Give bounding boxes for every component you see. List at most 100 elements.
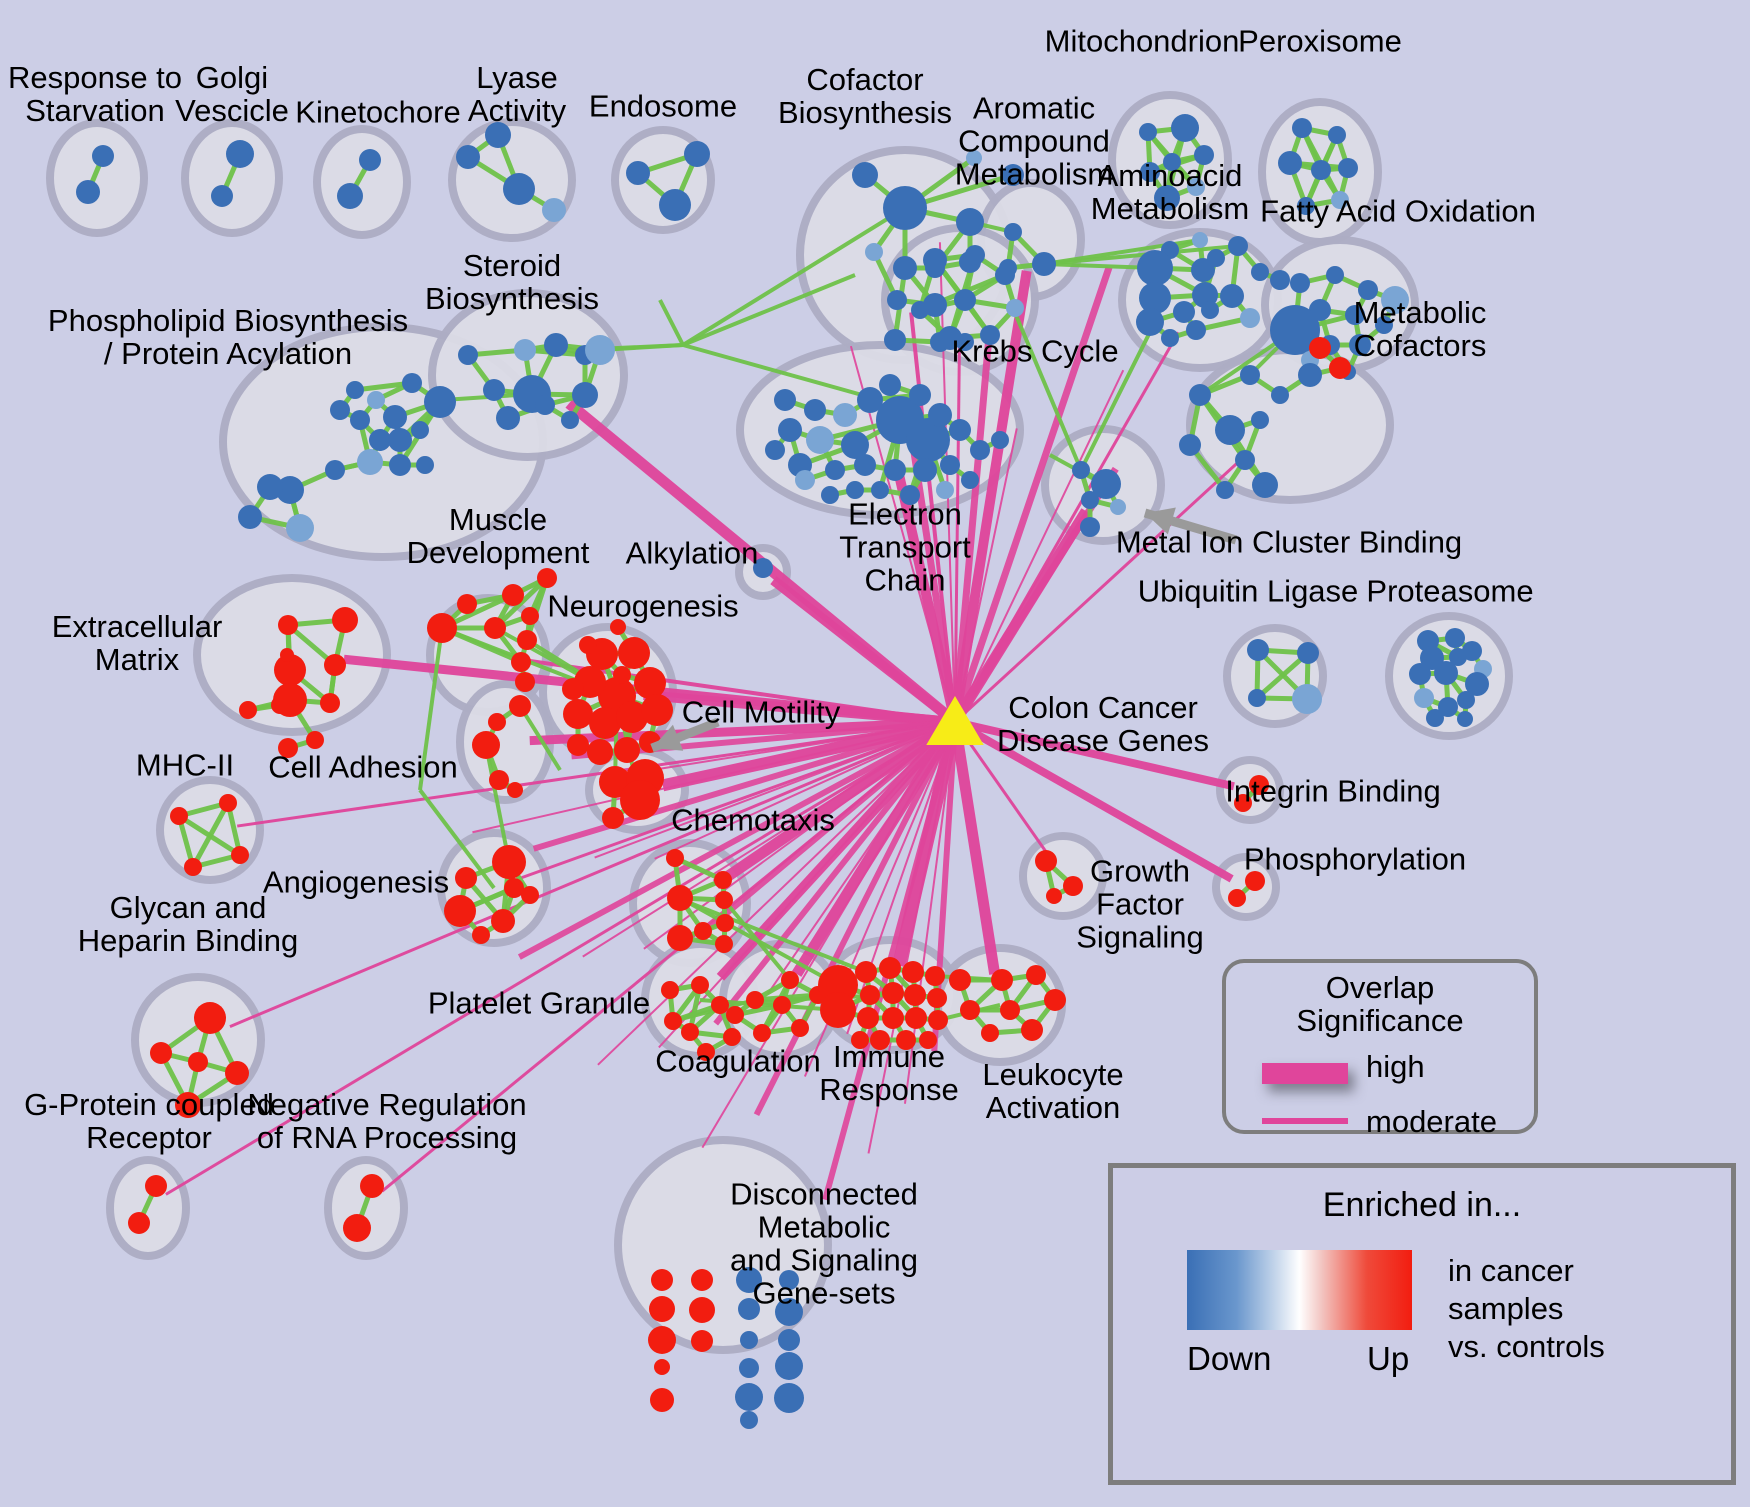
gene-set-node	[388, 428, 412, 452]
gene-set-node	[457, 594, 477, 614]
gene-set-node	[991, 431, 1009, 449]
gene-set-node	[905, 1007, 927, 1029]
gene-set-node	[913, 458, 937, 482]
gene-set-node	[940, 455, 960, 475]
gene-set-node	[521, 607, 539, 625]
gene-set-node	[1249, 775, 1269, 795]
gene-set-node	[1139, 123, 1157, 141]
gene-set-node	[779, 1270, 799, 1290]
gene-set-node	[659, 189, 691, 221]
gene-set-node	[1228, 889, 1246, 907]
gene-set-node	[484, 617, 506, 639]
nodes-glycan-heparin-binding	[150, 1002, 249, 1118]
gene-set-node	[1080, 517, 1100, 537]
nodes-kinetochore	[337, 149, 381, 209]
gene-set-node	[1137, 250, 1173, 286]
gene-set-node	[1173, 301, 1195, 323]
gene-set-node	[1252, 472, 1278, 498]
gene-set-node	[492, 845, 526, 879]
nodes-cell-adhesion	[472, 695, 531, 798]
gene-set-node	[563, 699, 593, 729]
gene-set-node	[1297, 197, 1315, 215]
gene-set-node	[1179, 434, 1201, 456]
gene-set-node	[1006, 299, 1024, 317]
legend-label-moderate: moderate	[1366, 1104, 1497, 1139]
gene-set-node	[667, 885, 693, 911]
gene-set-node	[359, 149, 381, 171]
gene-set-node	[715, 891, 733, 909]
gene-set-node	[1063, 876, 1083, 896]
gene-set-node	[567, 734, 589, 756]
gene-set-node	[225, 1061, 249, 1085]
gene-set-node	[1110, 499, 1126, 515]
gene-set-node	[1298, 363, 1322, 387]
gene-set-node	[735, 1383, 763, 1411]
gene-set-node	[927, 988, 947, 1008]
gene-set-node	[1270, 305, 1320, 355]
nodes-neurogenesis	[562, 619, 673, 765]
gene-set-node	[949, 969, 971, 991]
gene-set-node	[726, 1006, 744, 1024]
gene-set-node	[280, 648, 294, 662]
hub-node-triangle[interactable]	[926, 696, 984, 745]
gene-set-node	[521, 886, 539, 904]
gene-set-node	[502, 584, 524, 606]
gene-set-node	[649, 1296, 675, 1322]
gene-set-node	[1021, 1019, 1043, 1041]
gene-set-node	[906, 418, 950, 462]
gene-set-node	[691, 1330, 713, 1352]
gene-set-node	[489, 770, 509, 790]
gene-set-node	[1462, 641, 1482, 661]
gene-set-node	[852, 162, 878, 188]
gene-set-node	[954, 289, 976, 311]
gene-set-node	[666, 849, 684, 867]
gene-set-node	[1139, 282, 1171, 314]
cluster-kinetochore	[313, 125, 411, 239]
gene-set-node	[966, 150, 982, 166]
gene-set-node	[1194, 145, 1214, 165]
legend-overlap-significance: Overlap Significance high moderate	[1222, 959, 1538, 1139]
cluster-disconnected-gene-sets	[614, 1136, 832, 1354]
gene-set-node	[1297, 642, 1319, 664]
gene-set-node	[360, 1174, 384, 1198]
gene-set-node	[537, 568, 557, 588]
legend-overlap-title: Overlap Significance	[1296, 970, 1464, 1039]
gene-set-node	[1215, 415, 1245, 445]
gene-set-node	[1449, 648, 1467, 666]
gene-set-node	[825, 460, 845, 480]
gene-set-node	[357, 449, 383, 475]
gene-set-node	[618, 637, 650, 669]
gene-set-node	[383, 405, 407, 429]
gene-set-node	[981, 1024, 999, 1042]
gene-set-node	[900, 485, 920, 505]
cluster-glycan-heparin-binding	[131, 973, 265, 1107]
gene-set-node	[1251, 263, 1269, 281]
gene-set-node	[325, 460, 345, 480]
gene-set-node	[1409, 663, 1431, 685]
gene-set-node	[1046, 888, 1062, 904]
gene-set-node	[194, 1002, 226, 1034]
gene-set-node	[1270, 270, 1290, 290]
gene-set-node	[1465, 672, 1489, 696]
gene-set-node	[865, 243, 883, 261]
gene-set-node	[330, 400, 350, 420]
gene-set-node	[818, 965, 858, 1005]
gene-set-node	[579, 636, 597, 654]
gene-set-node	[402, 373, 422, 393]
gene-set-node	[572, 382, 598, 408]
gene-set-node	[694, 922, 712, 940]
cell-motility-arrow-head	[652, 724, 684, 751]
gene-set-node	[278, 738, 298, 758]
legend-swatch-moderate	[1262, 1118, 1348, 1124]
gene-set-node	[1326, 266, 1344, 284]
gene-set-node	[882, 982, 904, 1004]
gene-set-node	[960, 1000, 980, 1020]
gene-set-node	[175, 1092, 201, 1118]
nodes-phosphorylation	[1228, 871, 1265, 907]
gene-set-node	[661, 981, 679, 999]
gene-set-node	[781, 971, 799, 989]
gene-set-node	[1251, 411, 1269, 429]
gene-set-node	[257, 474, 283, 500]
gene-set-node	[1216, 481, 1234, 499]
gene-set-node	[634, 667, 666, 699]
